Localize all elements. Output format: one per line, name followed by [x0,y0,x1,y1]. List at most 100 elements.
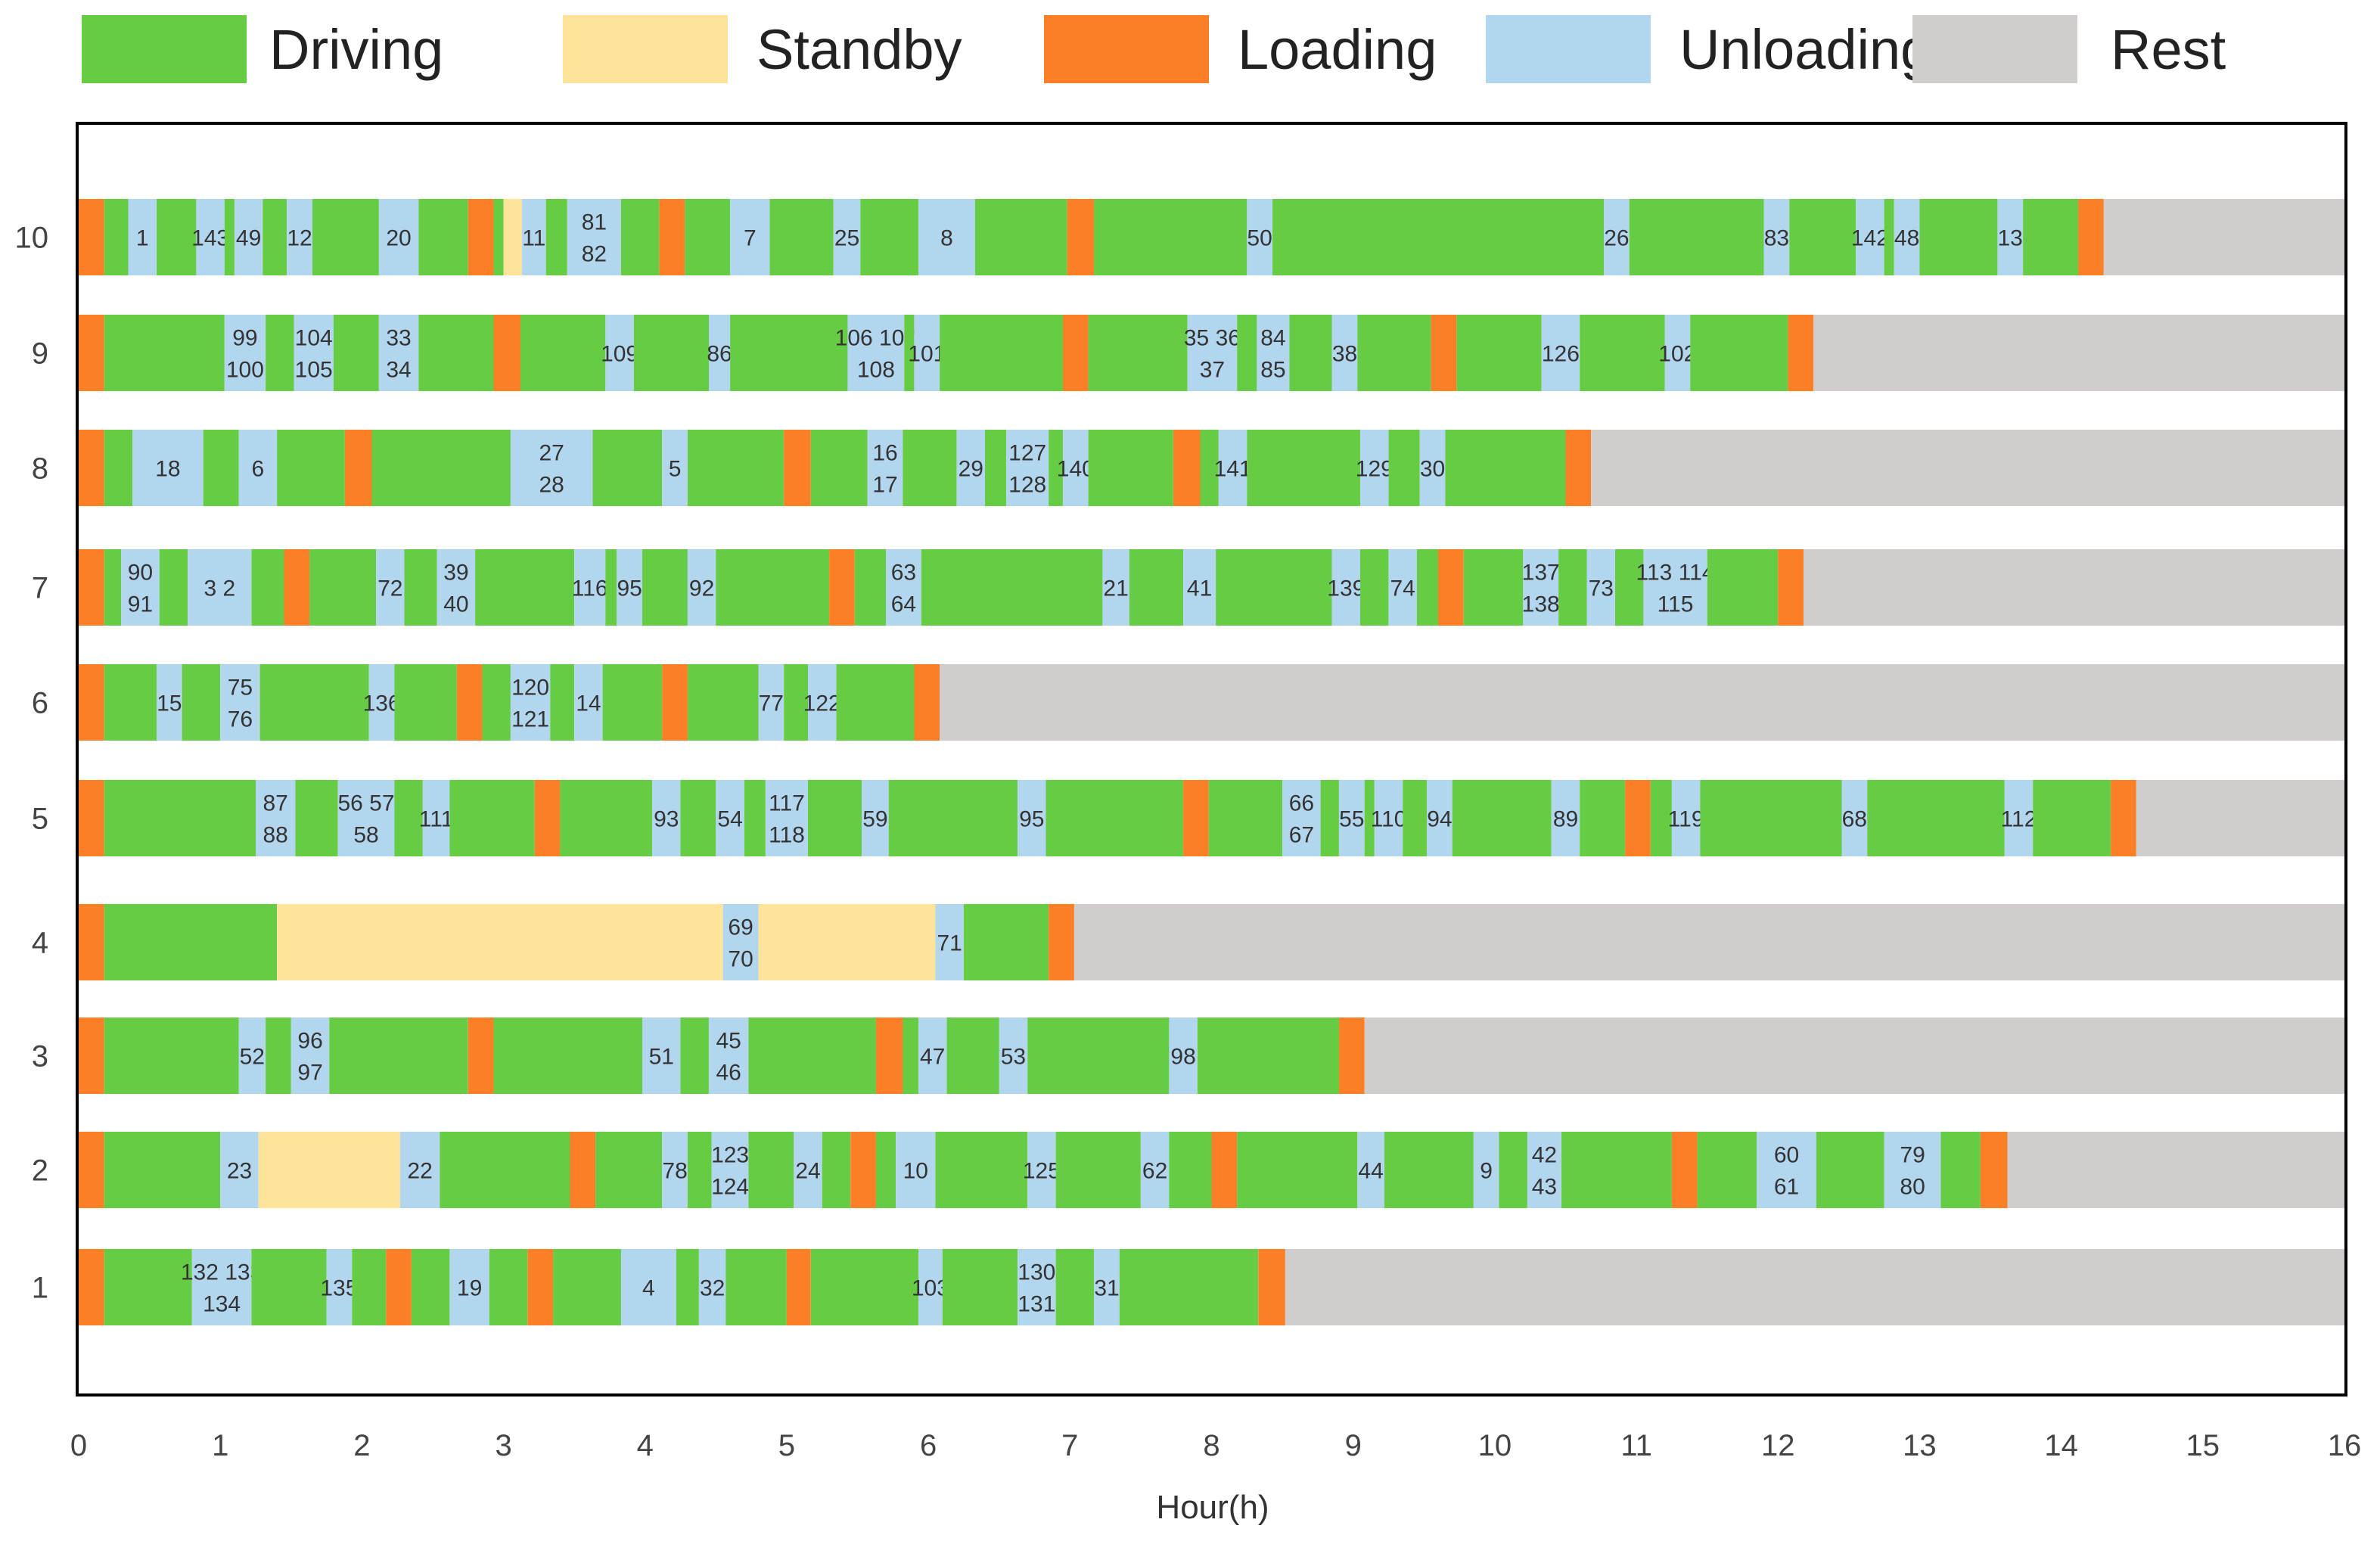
segment-1-8 [449,1249,489,1325]
x-tick-label-6: 6 [920,1429,937,1462]
segment-10-13 [493,199,504,275]
segment-9-6 [378,315,419,391]
segment-label-10-4: 143 [191,226,229,251]
vehicle-row-4: 69 70 71 [79,904,2344,980]
y-tick-label-2: 2 [32,1154,48,1188]
segment-5-0 [79,780,104,856]
segment-10-7 [263,199,287,275]
segment-2-30 [1671,1132,1698,1208]
x-tick-label-15: 15 [2186,1429,2220,1462]
segment-6-16 [758,664,785,741]
x-axis-ticks: 0 1 2 3 4 5 6 7 8 9 10 11 12 13 14 15 16 [70,1429,2361,1462]
segment-3-7 [493,1017,642,1094]
segment-9-23 [1289,315,1332,391]
segment-5-32 [1625,780,1651,856]
segment-7-10 [437,549,476,626]
segment-2-37 [2007,1132,2344,1208]
segment-1-14 [698,1249,726,1325]
segment-label-7-4: 3 2 [204,576,235,601]
segment-7-34 [1586,549,1615,626]
segment-2-13 [822,1132,851,1208]
segment-7-39 [1803,549,2344,626]
segment-2-29 [1561,1132,1672,1208]
segment-9-14 [847,315,905,391]
segment-2-24 [1357,1132,1384,1208]
segment-label-9-24: 38 [1332,342,1357,367]
segment-label-9-4: 104 105 [295,326,333,383]
segment-7-38 [1778,549,1804,626]
segment-5-18 [1018,780,1046,856]
segment-2-2 [220,1132,259,1208]
segment-label-1-4: 135 [320,1276,358,1301]
segment-2-15 [875,1132,896,1208]
segment-8-6 [344,430,372,506]
x-tick-label-10: 10 [1478,1429,1512,1462]
segment-label-2-26: 9 [1480,1159,1493,1184]
segment-2-25 [1384,1132,1474,1208]
legend-label-driving: Driving [269,18,444,81]
vehicle-row-3: 52 96 97 51 45 46 47 53 98 [79,1017,2344,1094]
segment-2-34 [1884,1132,1941,1208]
segment-10-38 [1919,199,1998,275]
segment-5-27 [1403,780,1427,856]
segment-label-3-4: 96 97 [297,1029,322,1086]
segment-10-4 [196,199,225,275]
segment-label-5-30: 89 [1553,807,1578,832]
segment-4-8 [1073,904,2344,980]
segment-5-41 [2136,780,2344,856]
segment-7-24 [1183,549,1216,626]
segment-6-18 [808,664,837,741]
x-tick-label-8: 8 [1203,1429,1220,1462]
segment-label-3-14: 47 [920,1045,945,1070]
segment-label-9-30: 102 [1658,342,1696,367]
segment-6-19 [836,664,915,741]
segment-8-22 [1173,430,1201,506]
segment-label-7-10: 39 40 [443,561,468,617]
segment-label-10-2: 1 [136,226,149,251]
segment-7-0 [79,549,104,626]
segment-5-2 [256,780,296,856]
vehicle-row-6: 15 75 76 136 120 121 14 77 122 [79,664,2344,741]
segment-5-9 [560,780,653,856]
segment-8-29 [1445,430,1566,506]
segment-3-4 [291,1017,330,1094]
segment-8-3 [203,430,239,506]
segment-5-37 [1867,780,2005,856]
segment-label-3-16: 53 [1001,1045,1026,1070]
segment-6-20 [914,664,940,741]
segment-2-27 [1499,1132,1527,1208]
segment-5-5 [394,780,423,856]
legend-swatch-unloading [1486,15,1651,83]
segment-7-37 [1707,549,1779,626]
segment-8-14 [867,430,903,506]
segment-2-6 [570,1132,596,1208]
segment-9-15 [904,315,915,391]
segment-6-12 [574,664,603,741]
segment-label-5-16: 59 [862,807,887,832]
segment-3-18 [1169,1017,1198,1094]
segment-10-35 [1856,199,1884,275]
segment-label-7-34: 73 [1589,576,1614,601]
segment-label-6-4: 75 76 [228,676,253,732]
segment-5-8 [534,780,561,856]
segment-1-6 [386,1249,412,1325]
segment-1-20 [1018,1249,1056,1325]
segment-10-25 [918,199,975,275]
segment-8-16 [956,430,985,506]
segment-label-8-14: 16 17 [872,441,897,498]
segment-10-27 [1067,199,1095,275]
segment-2-28 [1527,1132,1561,1208]
segment-9-13 [730,315,848,391]
segment-10-40 [2023,199,2079,275]
segment-1-1 [104,1249,192,1325]
segment-10-30 [1272,199,1604,275]
segment-label-10-21: 7 [744,226,757,251]
segment-3-20 [1339,1017,1365,1094]
segment-4-0 [79,904,104,980]
segment-label-5-28: 94 [1427,807,1452,832]
segment-label-10-15: 11 [522,226,545,251]
segment-1-7 [411,1249,450,1325]
segment-2-0 [79,1132,104,1208]
segment-10-32 [1629,199,1764,275]
segment-8-5 [277,430,345,506]
